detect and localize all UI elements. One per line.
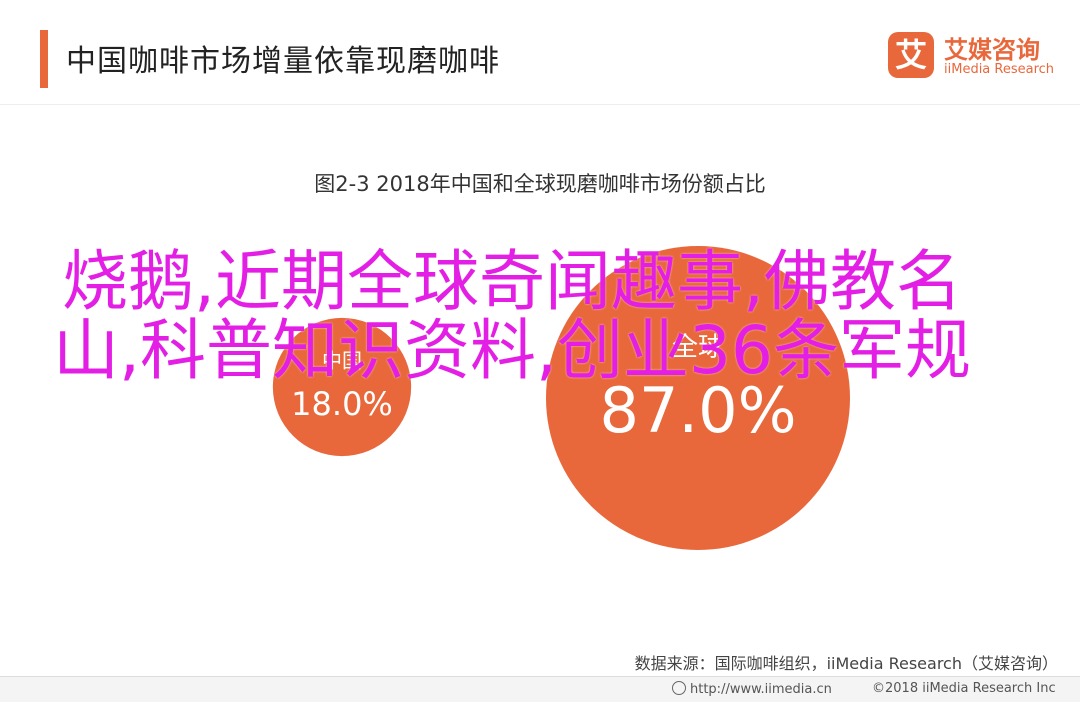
footer-url-text[interactable]: http://www.iimedia.cn <box>690 682 832 697</box>
page-title: 中国咖啡市场增量依靠现磨咖啡 <box>66 44 500 79</box>
iimedia-logo: 艾 艾媒咨询 iiMedia Research <box>888 32 1068 84</box>
footer-bar <box>0 676 1080 702</box>
bubble-label-0: 中国 <box>322 349 362 373</box>
chart-title: 图2-3 2018年中国和全球现磨咖啡市场份额占比 <box>314 172 766 196</box>
bubble-value-0: 18.0% <box>291 385 393 423</box>
bubble-1 <box>546 246 850 550</box>
overlay-watermark-text: 烧鹅,近期全球奇闻趣事,佛教名山,科普知识资料,创业36条军规 <box>53 243 971 389</box>
logo-name-cn: 艾媒咨询 <box>944 36 1040 64</box>
logo-name-en: iiMedia Research <box>944 62 1055 77</box>
globe-icon <box>672 681 686 695</box>
bubble-value-1: 87.0% <box>600 374 797 447</box>
header-accent-bar <box>40 30 48 88</box>
footer-copyright: ©2018 iiMedia Research Inc <box>872 681 1056 696</box>
footer-divider <box>0 676 1080 677</box>
footer-url[interactable]: http://www.iimedia.cn <box>672 681 832 697</box>
ai-logo-icon: 艾 <box>888 32 934 78</box>
header-divider <box>0 104 1080 105</box>
data-source: 数据来源：国际咖啡组织，iiMedia Research（艾媒咨询） <box>634 654 1058 673</box>
bubble-label-1: 全球 <box>672 332 724 362</box>
bubble-0 <box>272 317 412 457</box>
